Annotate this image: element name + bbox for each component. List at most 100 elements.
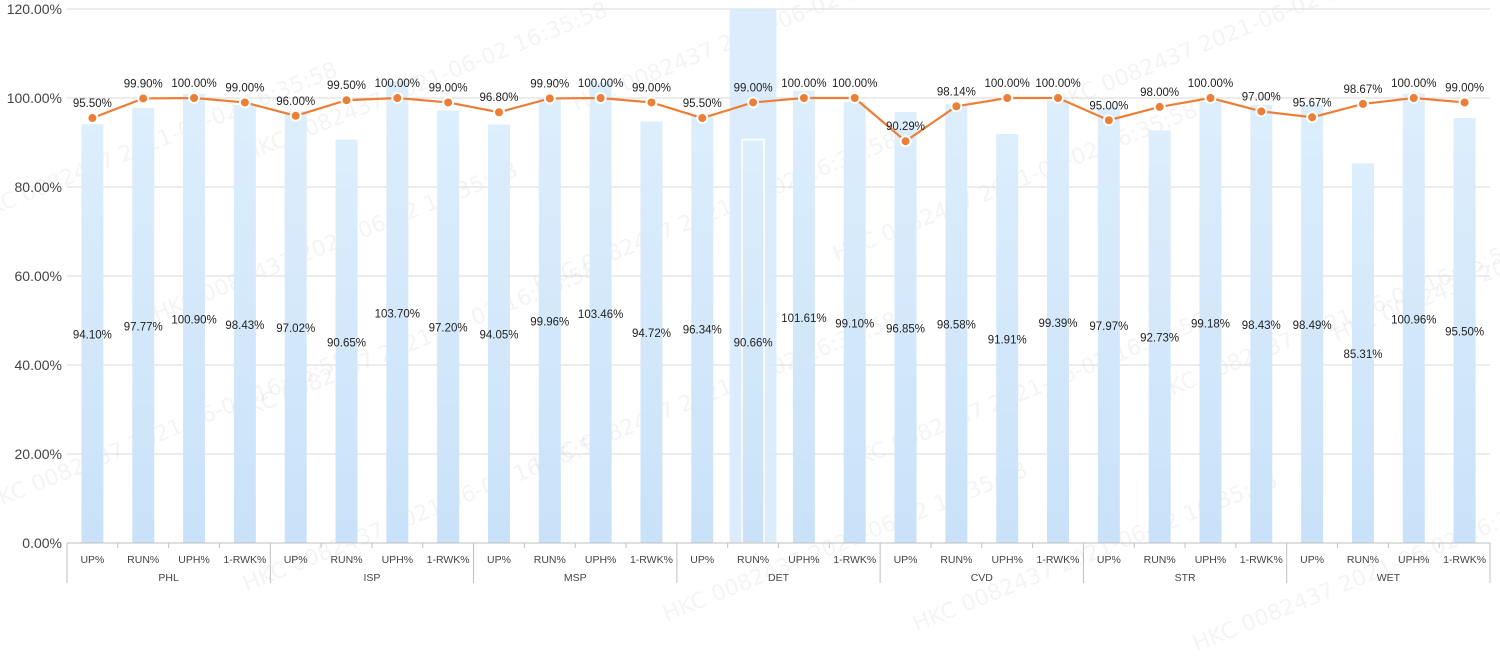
- bar: [1148, 130, 1171, 543]
- line-data-label: 90.29%: [886, 121, 925, 133]
- line-point: [1306, 111, 1319, 124]
- bar: [792, 90, 815, 543]
- gridlines: [67, 8, 1490, 544]
- line-point: [950, 100, 963, 113]
- bar: [640, 121, 663, 543]
- x-tick-label: UPH%: [991, 554, 1023, 566]
- line-data-labels: 95.50% 99.90% 100.00% 99.00% 96.00% 99.50% 100…: [73, 78, 1484, 133]
- line-path: [92, 96, 1465, 143]
- line-point: [594, 92, 607, 104]
- line-data-label: 95.67%: [1293, 97, 1332, 109]
- x-tick-label: UP%: [690, 554, 714, 566]
- bar: [183, 93, 206, 544]
- x-tick-label: 1-RWK%: [630, 554, 673, 566]
- line-data-label: 98.67%: [1343, 84, 1382, 96]
- y-tick-label: 80.00%: [15, 179, 62, 195]
- x-tick-label: 1-RWK%: [833, 554, 876, 566]
- bar-data-label: 103.70%: [375, 308, 420, 320]
- bar: [1047, 100, 1070, 543]
- y-tick-label: 60.00%: [15, 268, 62, 284]
- bar: [487, 124, 510, 543]
- line-point: [1255, 105, 1268, 118]
- line-data-label: 100.00%: [171, 78, 216, 90]
- line-data-label: 100.00%: [578, 78, 623, 90]
- x-tick-label: UP%: [80, 554, 104, 566]
- bar-data-label: 99.39%: [1039, 318, 1078, 330]
- bar: [437, 110, 460, 544]
- x-group-label: ISP: [363, 572, 380, 584]
- bar: [335, 139, 358, 544]
- bar-data-label: 99.10%: [835, 319, 874, 331]
- line-data-label: 100.00%: [832, 78, 877, 90]
- x-tick-label: UP%: [487, 554, 511, 566]
- bar-data-label: 90.65%: [327, 337, 366, 349]
- line-data-label: 100.00%: [1035, 78, 1080, 90]
- bar-data-label: 100.96%: [1391, 314, 1436, 326]
- line-point: [747, 96, 760, 109]
- y-tick-label: 40.00%: [15, 357, 62, 373]
- x-tick-label: UP%: [1300, 554, 1324, 566]
- line-point: [696, 112, 709, 125]
- bar: [538, 98, 561, 543]
- bar-data-label: 96.85%: [886, 324, 925, 336]
- line-point: [1102, 114, 1115, 127]
- x-tick-label: UPH%: [585, 554, 617, 566]
- line-data-label: 100.00%: [781, 78, 826, 90]
- bar: [1097, 107, 1120, 543]
- bar: [233, 104, 256, 543]
- bar-data-label: 96.34%: [683, 325, 722, 337]
- bar: [1402, 93, 1425, 543]
- line-series: [86, 92, 1471, 148]
- x-tick-label: 1-RWK%: [1037, 554, 1080, 566]
- x-group-label: STR: [1175, 572, 1196, 584]
- line-data-label: 99.90%: [530, 78, 569, 90]
- x-group-label: MSP: [564, 572, 587, 584]
- line-point: [238, 96, 251, 109]
- line-data-label: 98.14%: [937, 86, 976, 98]
- bar-data-label: 99.96%: [530, 317, 569, 329]
- x-tick-label: RUN%: [940, 554, 972, 566]
- line-data-label: 100.00%: [984, 78, 1029, 90]
- bar: [132, 107, 155, 544]
- bar: [1453, 118, 1476, 544]
- line-point: [1153, 100, 1166, 113]
- line-data-label: 99.00%: [1445, 82, 1484, 94]
- bar-data-label: 94.10%: [73, 330, 112, 342]
- line-point: [188, 92, 201, 104]
- x-tick-label: 1-RWK%: [1443, 554, 1486, 566]
- x-tick-label: RUN%: [534, 554, 566, 566]
- y-tick-label: 0.00%: [22, 535, 62, 551]
- bar-data-label: 85.31%: [1343, 349, 1382, 361]
- x-tick-label: RUN%: [1144, 554, 1176, 566]
- x-tick-label: UP%: [284, 554, 308, 566]
- x-tick-label: UP%: [894, 554, 918, 566]
- line-data-label: 100.00%: [375, 78, 420, 90]
- line-data-label: 95.50%: [683, 98, 722, 110]
- line-data-label: 95.00%: [1089, 100, 1128, 112]
- bar: [843, 102, 866, 543]
- x-group-label: CVD: [971, 572, 994, 584]
- bar-data-label: 98.43%: [225, 320, 264, 332]
- bar: [1250, 104, 1273, 543]
- bar-data-label: 103.46%: [578, 309, 623, 321]
- bar-data-label: 97.97%: [1089, 321, 1128, 333]
- x-group-label: WET: [1377, 572, 1401, 584]
- bar: [894, 112, 917, 543]
- y-tick-label: 100.00%: [7, 90, 62, 106]
- x-axis: UP% RUN% UPH% 1-RWK% UP% RUN% UPH% 1-RWK% UP% RUN…: [66, 542, 1491, 584]
- bar-data-label: 90.66%: [734, 337, 773, 349]
- x-tick-label: RUN%: [330, 554, 362, 566]
- x-tick-label: UPH%: [382, 554, 414, 566]
- x-tick-label: UP%: [1097, 554, 1121, 566]
- bar-data-label: 101.61%: [781, 313, 826, 325]
- bar-series: [81, 81, 1476, 544]
- bar-data-label: 92.73%: [1140, 333, 1179, 345]
- bar-data-label: 100.90%: [171, 314, 216, 326]
- bar-data-labels: 94.10% 97.77% 100.90% 98.43% 97.02% 90.65% 103…: [73, 308, 1484, 361]
- bar: [386, 81, 409, 543]
- x-group-label: PHL: [158, 572, 179, 584]
- bar: [1301, 104, 1324, 544]
- line-point: [86, 112, 99, 125]
- bar: [1351, 163, 1374, 544]
- bar-data-label: 98.43%: [1242, 320, 1281, 332]
